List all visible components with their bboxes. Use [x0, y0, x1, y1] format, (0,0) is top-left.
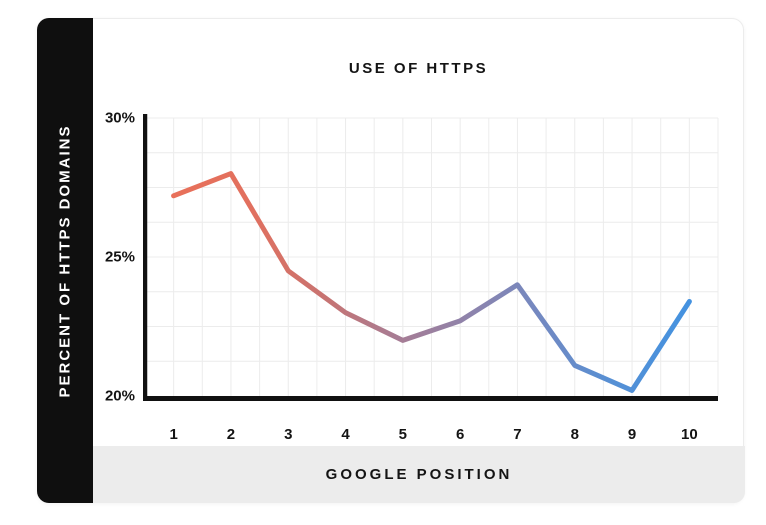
x-axis-title-bar: GOOGLE POSITION — [93, 446, 745, 503]
x-tick-label: 2 — [226, 426, 236, 443]
x-tick-label: 4 — [341, 426, 350, 443]
x-tick-label: 6 — [455, 426, 465, 443]
x-tick-label: 9 — [627, 426, 637, 443]
y-tick-label: 30% — [104, 109, 135, 127]
x-tick-label: 10 — [681, 426, 698, 443]
y-tick-label: 25% — [104, 248, 135, 266]
https-usage-line — [171, 171, 692, 393]
y-axis-title-bar: PERCENT OF HTTPS DOMAINS — [37, 18, 93, 503]
chart-card: PERCENT OF HTTPS DOMAINS USE OF HTTPS 30… — [37, 18, 745, 503]
chart-main: USE OF HTTPS 30% 25% 20% 1 2 3 4 5 6 7 8 9 10 GOOGL… — [93, 18, 745, 503]
x-tick-label: 1 — [169, 426, 178, 443]
x-tick-label: 3 — [284, 426, 293, 443]
x-axis-title: GOOGLE POSITION — [325, 466, 513, 483]
y-axis-ticks: 30% 25% 20% — [93, 110, 135, 405]
x-axis-ticks: 1 2 3 4 5 6 7 8 9 10 — [143, 426, 720, 446]
x-tick-label: 7 — [513, 426, 522, 443]
chart-title: USE OF HTTPS — [348, 60, 489, 77]
x-tick-label: 5 — [398, 426, 408, 443]
y-tick-label: 20% — [104, 387, 135, 405]
line-chart-svg — [143, 114, 719, 401]
y-axis-title: PERCENT OF HTTPS DOMAINS — [56, 123, 74, 398]
x-tick-label: 8 — [570, 426, 579, 443]
